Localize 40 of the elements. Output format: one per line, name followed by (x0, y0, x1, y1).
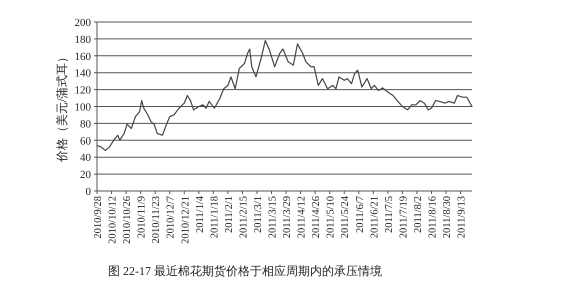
y-tick-label: 200 (74, 17, 92, 29)
x-tick-label: 2011/1/18 (209, 196, 220, 238)
x-tick-label: 2011/4/12 (296, 196, 308, 238)
x-tick-label: 2011/7/5 (384, 196, 395, 233)
y-tick-label: 60 (80, 135, 92, 148)
y-tick-label: 80 (80, 118, 92, 130)
x-tick-label: 2011/6/21 (369, 196, 380, 238)
y-tick-label: 0 (86, 186, 92, 198)
y-tick-label: 100 (74, 102, 92, 114)
x-tick-label: 2011/3/15 (268, 196, 279, 238)
x-tick-label: 2011/3/29 (282, 196, 294, 238)
x-tick-label: 2011/2/15 (238, 196, 250, 238)
x-tick-label: 2011/6/7 (354, 196, 366, 233)
x-tick-label: 2010/11/9 (136, 196, 148, 238)
x-tick-label: 2011/8/2 (412, 196, 424, 233)
x-tick-label: 2010/12/21 (180, 196, 192, 244)
y-tick-label: 180 (74, 34, 92, 46)
x-tick-label: 2010/10/12 (108, 196, 119, 244)
x-tick-label: 2011/2/1 (224, 196, 235, 233)
line-series (96, 40, 473, 152)
x-tick-label: 2011/4/26 (311, 196, 322, 238)
y-tick-label: 140 (74, 68, 92, 80)
y-axis-title: 价格（美元/蒲式耳） (55, 50, 69, 164)
x-tick-label: 2010/12/7 (166, 196, 177, 239)
y-tick-label: 20 (80, 169, 92, 182)
x-tick-label: 2011/8/16 (427, 196, 438, 238)
y-tick-label: 160 (74, 50, 92, 63)
x-tick-label: 2011/8/30 (442, 196, 454, 238)
x-tick-label: 2011/5/10 (326, 196, 337, 238)
y-tick-label: 40 (80, 152, 92, 164)
y-tick-label: 120 (74, 84, 92, 97)
x-tick-label: 2011/5/24 (340, 195, 352, 238)
caption: 图 22-17 最近棉花期货价格于相应周期内的承压情境 (108, 264, 382, 278)
x-tick-label: 2011/9/13 (456, 196, 468, 238)
x-tick-label: 2010/9/28 (93, 196, 104, 239)
x-tick-label: 2011/3/1 (252, 196, 264, 233)
x-tick-label: 2010/11/23 (151, 196, 162, 244)
x-tick-label: 2011/1/4 (194, 195, 206, 233)
x-tick-label: 2011/7/19 (398, 196, 410, 238)
x-tick-label: 2010/10/26 (122, 196, 134, 244)
